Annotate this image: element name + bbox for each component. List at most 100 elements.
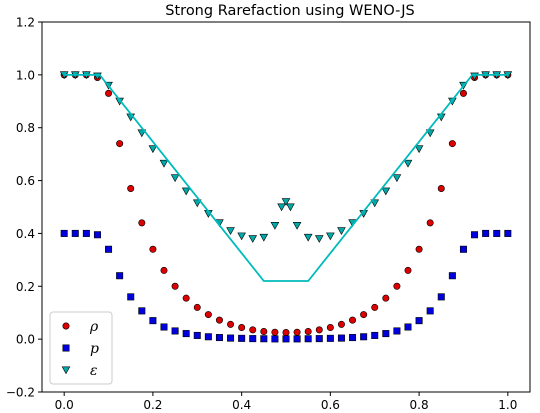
series-0-point <box>360 311 368 319</box>
series-2-point <box>286 203 295 212</box>
series-0-point <box>304 327 312 335</box>
x-tick-label: 0.8 <box>410 398 429 412</box>
series-0-point <box>149 245 157 253</box>
series-0-point <box>349 316 357 324</box>
series-2 <box>59 71 513 243</box>
series-2-point <box>277 203 286 212</box>
series-0-point <box>105 89 113 97</box>
series-1-point <box>82 229 90 237</box>
series-1-point <box>149 317 157 325</box>
series-1-point <box>371 331 379 339</box>
series-2-point <box>414 145 424 154</box>
axes: 0.0 0.2 0.4 0.6 0.8 1.0 −0.2 0.0 0.2 0.4 0.6 0.8 1.0… <box>6 16 518 413</box>
x-tick-label: 0.0 <box>55 398 74 412</box>
plot-area <box>59 71 513 343</box>
series-0-point <box>448 140 456 148</box>
series-1-point <box>360 333 368 341</box>
series-1-point <box>215 334 223 342</box>
series-0-point <box>415 245 423 253</box>
series-0-point <box>260 327 268 335</box>
series-1-point <box>71 229 79 237</box>
series-0-point <box>382 294 390 302</box>
y-tick-label: 0.6 <box>16 174 35 188</box>
series-1-point <box>249 335 257 343</box>
y-tick-label: 1.0 <box>16 68 35 82</box>
series-1-point <box>105 245 113 253</box>
series-1-point <box>448 272 456 280</box>
plot-frame <box>41 21 531 393</box>
series-1-point <box>349 334 357 342</box>
series-1-point <box>127 293 135 301</box>
series-2-point <box>237 232 246 241</box>
series-1-point <box>238 334 246 342</box>
series-2-point <box>370 199 380 208</box>
series-2-point <box>192 199 202 208</box>
series-1-point <box>260 335 268 343</box>
legend: ρpε <box>49 311 113 385</box>
series-0-point <box>127 185 135 193</box>
reference-line <box>64 73 508 282</box>
series-1-point <box>138 307 146 315</box>
series-1-point <box>282 335 290 343</box>
y-tick-label: 1.2 <box>16 16 35 30</box>
series-1 <box>60 229 512 343</box>
legend-marker <box>62 322 70 330</box>
series-1-point <box>437 293 445 301</box>
reference-line-path <box>64 73 508 282</box>
series-0-point <box>160 266 168 274</box>
series-0-point <box>326 324 334 332</box>
series-2-point <box>181 187 191 196</box>
series-1-point <box>337 334 345 342</box>
series-1-point <box>482 229 490 237</box>
legend-marker <box>62 344 70 352</box>
series-1-point <box>182 330 190 338</box>
series-0-point <box>437 185 445 193</box>
series-1-point <box>227 334 235 342</box>
series-0-point <box>171 282 179 290</box>
series-0-point <box>371 303 379 311</box>
y-tick-label: 0.4 <box>16 227 35 241</box>
series-2-point <box>303 233 313 242</box>
series-0-point <box>116 140 124 148</box>
series-1-point <box>271 335 279 343</box>
series-0-point <box>227 320 235 328</box>
legend-marker <box>61 366 71 375</box>
series-0-point <box>204 311 212 319</box>
series-0-point <box>271 328 279 336</box>
legend-label: ε <box>90 363 98 379</box>
y-tick-label: 0.0 <box>16 333 35 347</box>
series-2-point <box>403 159 413 168</box>
series-0-point <box>404 266 412 274</box>
series-0-point <box>182 294 190 302</box>
series-1-point <box>471 231 479 239</box>
series-2-point <box>381 187 391 196</box>
series-1-point <box>193 331 201 339</box>
series-2-point <box>314 235 324 243</box>
x-tick-label: 0.6 <box>321 398 340 412</box>
series-2-point <box>392 174 402 183</box>
series-1-point <box>415 317 423 325</box>
series-1-point <box>304 335 312 343</box>
series-1-point <box>404 323 412 331</box>
x-tick-label: 1.0 <box>498 398 517 412</box>
series-1-point <box>382 330 390 338</box>
series-1-point <box>493 229 501 237</box>
series-1-point <box>315 335 323 343</box>
series-1-point <box>293 335 301 343</box>
series-0-point <box>193 303 201 311</box>
y-tick-label: 0.8 <box>16 121 35 135</box>
series-0-point <box>249 326 257 334</box>
series-2-point <box>270 222 280 230</box>
series-2-point <box>281 198 291 206</box>
series-1-point <box>459 245 467 253</box>
series-0-point <box>238 324 246 332</box>
series-2-point <box>226 227 235 236</box>
series-2-point <box>159 159 169 168</box>
series-0-point <box>293 328 301 336</box>
x-tick-label: 0.4 <box>232 398 251 412</box>
series-2-point <box>292 222 302 230</box>
chart-title: Strong Rarefaction using WENO-JS <box>165 3 414 19</box>
series-1-point <box>504 229 512 237</box>
series-0-point <box>138 219 146 227</box>
